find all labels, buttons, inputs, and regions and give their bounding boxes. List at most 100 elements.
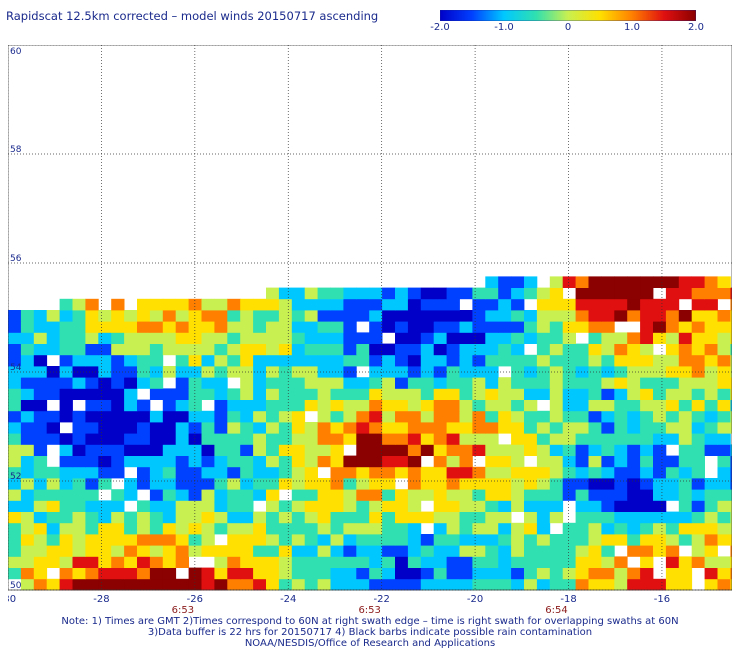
wind-cell xyxy=(691,410,705,423)
wind-cell xyxy=(175,332,189,344)
wind-cell xyxy=(266,478,280,490)
wind-cell xyxy=(678,422,693,434)
wind-cell xyxy=(162,534,177,546)
wind-cell xyxy=(420,410,435,423)
wind-cell xyxy=(356,455,370,468)
wind-cell xyxy=(485,455,499,468)
wind-cell xyxy=(614,556,628,568)
wind-cell xyxy=(511,522,525,535)
wind-cell xyxy=(601,534,615,546)
wind-cell xyxy=(214,377,228,389)
wind-cell xyxy=(291,489,306,501)
colorbar-label: 0 xyxy=(564,22,572,33)
wind-cell xyxy=(627,444,641,456)
wind-cell xyxy=(201,478,215,490)
wind-cell xyxy=(485,500,499,512)
wind-cell xyxy=(124,366,138,378)
wind-cell xyxy=(730,321,732,333)
wind-cell xyxy=(162,466,177,479)
wind-cell xyxy=(149,433,164,445)
wind-cell xyxy=(511,276,525,288)
wind-cell xyxy=(291,388,306,400)
wind-cell xyxy=(562,455,576,468)
wind-cell xyxy=(227,343,241,356)
wind-cell xyxy=(717,578,731,591)
latitude-tick-label: 54 xyxy=(10,363,22,373)
wind-cell xyxy=(407,522,422,535)
wind-cell xyxy=(459,433,473,445)
wind-cell xyxy=(588,298,602,311)
wind-cell xyxy=(188,377,202,389)
wind-cell xyxy=(304,388,318,400)
wind-cell xyxy=(614,388,628,400)
wind-cell xyxy=(356,545,370,557)
wind-cell xyxy=(562,489,576,501)
wind-cell xyxy=(162,455,177,468)
wind-cell xyxy=(627,511,641,524)
wind-cell xyxy=(498,399,512,412)
wind-cell xyxy=(485,343,499,356)
longitude-tick-label: -28 xyxy=(93,594,109,605)
wind-cell xyxy=(214,321,228,333)
wind-cell xyxy=(536,343,551,356)
wind-cell xyxy=(420,310,435,322)
wind-cell xyxy=(511,332,525,344)
wind-cell xyxy=(407,466,422,479)
wind-cell xyxy=(343,578,357,591)
wind-cell xyxy=(33,455,48,468)
wind-cell xyxy=(640,422,654,434)
wind-cell xyxy=(266,343,280,356)
wind-cell xyxy=(343,388,357,400)
wind-cell xyxy=(395,534,409,546)
wind-cell xyxy=(175,422,189,434)
wind-cell xyxy=(188,298,202,311)
wind-cell xyxy=(588,354,602,367)
wind-cell xyxy=(330,444,344,456)
wind-cell xyxy=(278,534,293,546)
wind-cell xyxy=(549,354,564,367)
wind-cell xyxy=(291,377,306,389)
wind-cell xyxy=(420,556,435,568)
wind-cell xyxy=(730,377,732,389)
wind-cell xyxy=(549,377,564,389)
wind-cell xyxy=(214,545,228,557)
wind-cell xyxy=(162,422,177,434)
wind-cell xyxy=(524,433,538,445)
wind-cell xyxy=(704,298,718,311)
wind-cell xyxy=(72,478,86,490)
wind-cell xyxy=(278,455,293,468)
wind-cell xyxy=(266,399,280,412)
wind-cell xyxy=(33,578,48,591)
wind-cell xyxy=(524,489,538,501)
wind-cell xyxy=(266,433,280,445)
wind-cell xyxy=(98,343,112,356)
wind-cell xyxy=(395,354,409,367)
wind-cell xyxy=(85,500,99,512)
wind-cell xyxy=(433,332,447,344)
wind-cell xyxy=(304,522,318,535)
wind-cell xyxy=(369,466,383,479)
wind-cell xyxy=(459,578,473,591)
wind-cell xyxy=(111,332,125,344)
wind-cell xyxy=(407,433,422,445)
wind-cell xyxy=(175,343,189,356)
wind-cell xyxy=(304,466,318,479)
wind-cell xyxy=(678,500,693,512)
wind-cell xyxy=(356,298,370,311)
wind-cell xyxy=(59,466,73,479)
wind-cell xyxy=(640,534,654,546)
wind-cell xyxy=(59,489,73,501)
wind-cell xyxy=(704,578,718,591)
wind-cell xyxy=(511,433,525,445)
wind-cell xyxy=(188,399,202,412)
wind-cell xyxy=(562,522,576,535)
wind-cell xyxy=(201,578,215,591)
wind-cell xyxy=(111,578,125,591)
wind-cell xyxy=(8,332,22,344)
wind-cell xyxy=(253,321,267,333)
wind-cell xyxy=(330,455,344,468)
wind-cell xyxy=(511,354,525,367)
wind-cell xyxy=(162,298,177,311)
wind-cell xyxy=(201,455,215,468)
wind-cell xyxy=(266,377,280,389)
